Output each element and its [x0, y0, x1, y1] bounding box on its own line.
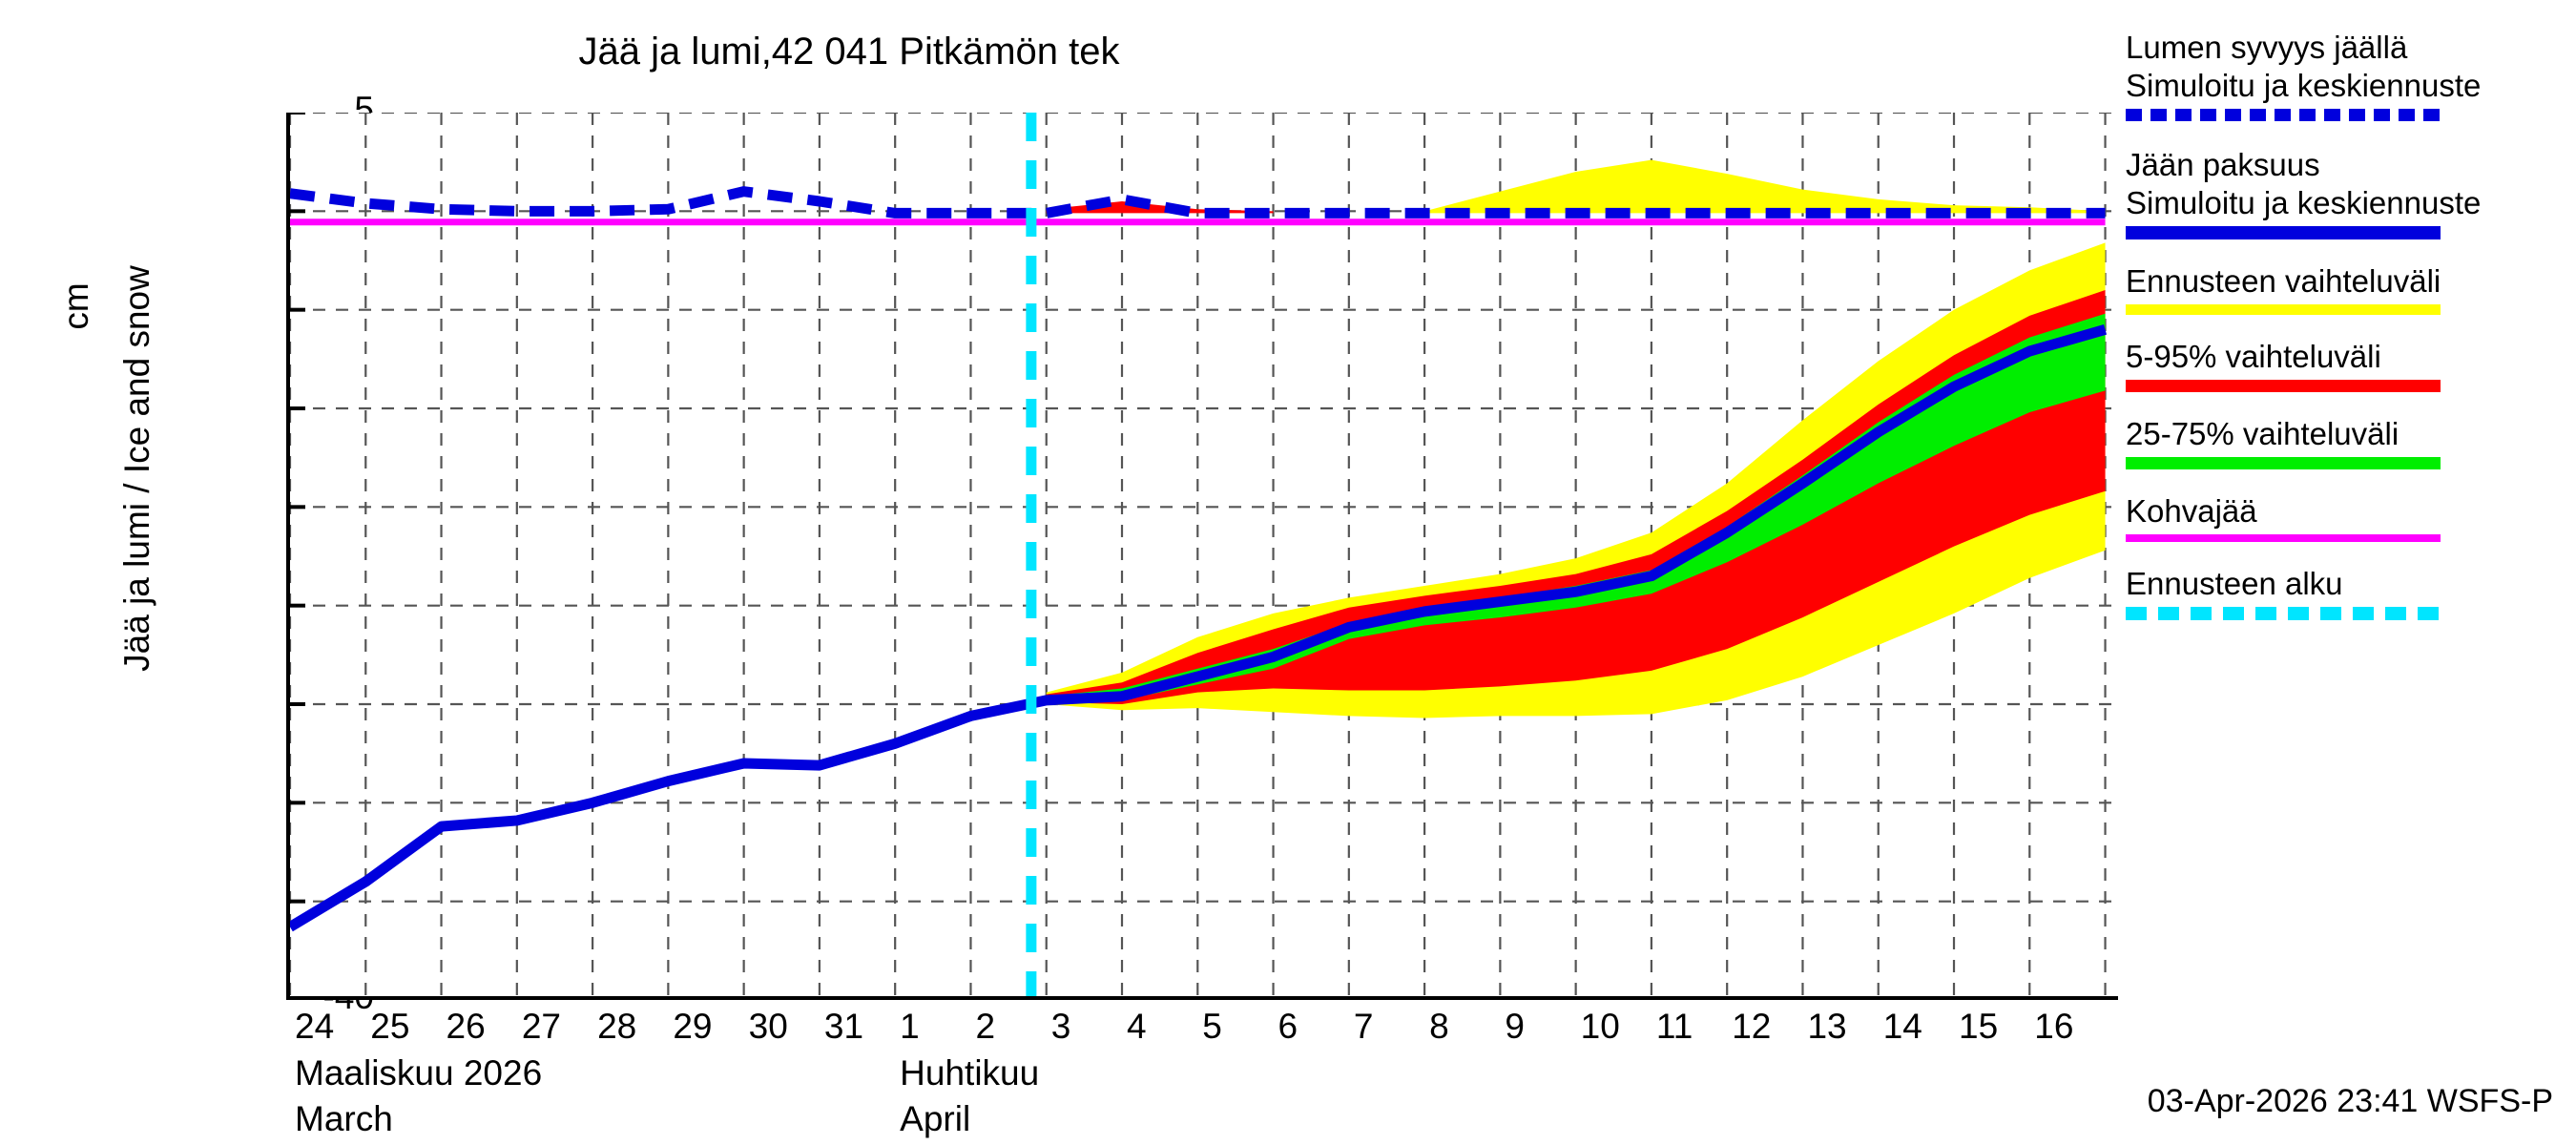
x-axis-tick-label: 26 — [446, 1007, 486, 1046]
legend-item-label: Simuloitu ja keskiennuste — [2126, 68, 2482, 103]
y-axis-unit-label: cm — [56, 282, 95, 330]
legend-group-label: Lumen syvyys jäällä — [2126, 30, 2408, 65]
legend-swatch-solid-blue-line — [2126, 226, 2441, 239]
legend-swatch-dashed-blue-line — [2126, 109, 2441, 121]
legend: Lumen syvyys jäällä Simuloitu ja keskienn… — [2126, 29, 2574, 643]
legend-item-label: 5-95% vaihteluväli — [2126, 339, 2381, 374]
x-axis-tick-label: 25 — [370, 1007, 410, 1046]
x-axis-tick-label: 2 — [975, 1007, 996, 1046]
legend-item-label: Ennusteen vaihteluväli — [2126, 263, 2441, 299]
footer-timestamp: 03-Apr-2026 23:41 WSFS-P — [2147, 1083, 2553, 1119]
forecast-band — [1046, 290, 2106, 704]
x-axis-tick-label: 27 — [521, 1007, 561, 1046]
x-axis-tick-label: 16 — [2034, 1007, 2074, 1046]
x-axis-tick-label: 31 — [823, 1007, 864, 1046]
legend-entry[interactable]: Lumen syvyys jäällä Simuloitu ja keskienn… — [2126, 29, 2574, 121]
page-title: Jää ja lumi,42 041 Pitkämön tek — [578, 31, 1120, 73]
legend-item-label: Simuloitu ja keskiennuste — [2126, 185, 2482, 220]
x-axis-tick-label: 6 — [1278, 1007, 1298, 1046]
legend-entry[interactable]: 25-75% vaihteluväli — [2126, 415, 2574, 469]
x-axis-tick-label: 11 — [1655, 1007, 1693, 1046]
forecast-band — [1424, 159, 2106, 214]
legend-group-label: Jään paksuus — [2126, 147, 2320, 182]
plot-canvas — [290, 113, 2118, 996]
y-axis-label: Jää ja lumi / Ice and snow — [117, 265, 156, 672]
legend-swatch-dashed-cyan-line — [2126, 607, 2441, 620]
forecast-band — [1046, 201, 1274, 214]
x-axis-tick-label: 4 — [1127, 1007, 1147, 1046]
legend-entry[interactable]: Jään paksuus Simuloitu ja keskiennuste — [2126, 146, 2574, 239]
series-line — [290, 186, 2106, 219]
x-axis-tick-label: 5 — [1202, 1007, 1222, 1046]
x-axis-tick-label: 9 — [1505, 1007, 1525, 1046]
x-axis-tick-label: 28 — [597, 1007, 637, 1046]
legend-swatch-solid-red-band — [2126, 380, 2441, 392]
x-axis-tick-label: 12 — [1732, 1007, 1772, 1046]
x-axis-tick-label: 24 — [295, 1007, 335, 1046]
x-axis-tick-label: 1 — [900, 1007, 920, 1046]
legend-item-label: Kohvajää — [2126, 493, 2257, 529]
series-line — [290, 324, 2108, 932]
x-axis-tick-label: 14 — [1882, 1007, 1922, 1046]
x-axis-tick-label: 15 — [1959, 1007, 1999, 1046]
month-label-fi: Huhtikuu — [900, 1053, 1040, 1093]
legend-swatch-solid-magenta-line — [2126, 534, 2441, 542]
legend-swatch-solid-green-band — [2126, 457, 2441, 469]
legend-entry[interactable]: Ennusteen alku — [2126, 565, 2574, 620]
legend-entry[interactable]: Kohvajää — [2126, 492, 2574, 542]
legend-item-label: 25-75% vaihteluväli — [2126, 416, 2399, 451]
month-label-en: April — [900, 1099, 971, 1138]
x-axis-tick-label: 30 — [748, 1007, 788, 1046]
x-axis-tick-label: 3 — [1050, 1007, 1071, 1046]
x-axis-tick-label: 8 — [1429, 1007, 1449, 1046]
x-axis-tick-label: 7 — [1353, 1007, 1374, 1046]
month-label-fi: Maaliskuu 2026 — [295, 1053, 543, 1093]
legend-item-label: Ennusteen alku — [2126, 566, 2343, 601]
x-axis-tick-label: 29 — [673, 1007, 713, 1046]
legend-swatch-solid-yellow-band — [2126, 304, 2441, 315]
x-axis-tick-label: 13 — [1807, 1007, 1847, 1046]
x-axis-tick-label: 10 — [1580, 1007, 1620, 1046]
month-label-en: March — [295, 1099, 393, 1138]
plot-area — [286, 113, 2118, 1000]
legend-entry[interactable]: 5-95% vaihteluväli — [2126, 338, 2574, 392]
legend-entry[interactable]: Ennusteen vaihteluväli — [2126, 262, 2574, 315]
